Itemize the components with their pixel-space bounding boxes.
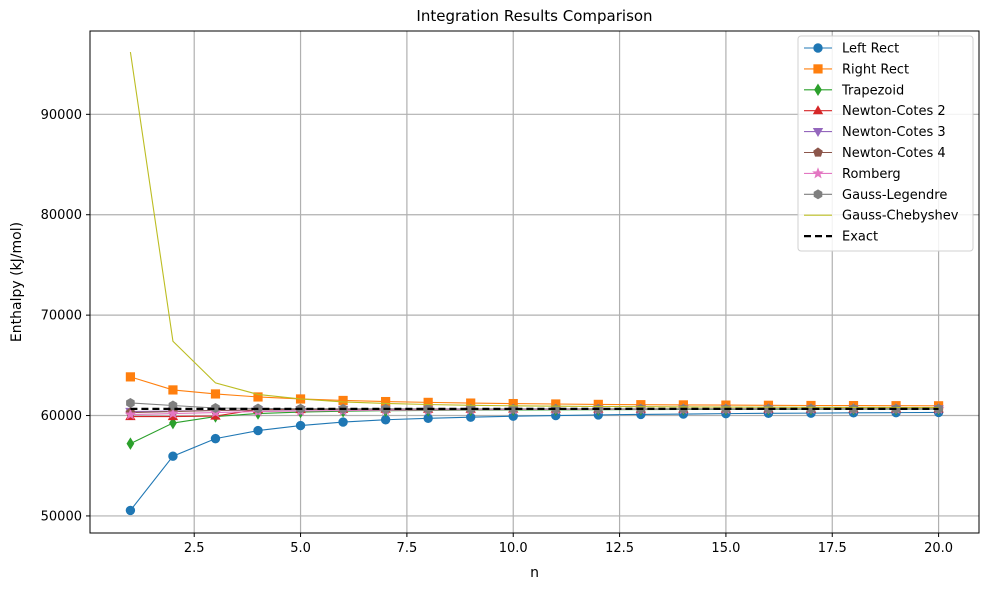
- y-tick-label: 70000: [41, 309, 82, 324]
- legend-label: Left Rect: [842, 42, 899, 57]
- legend-entry: Newton-Cotes 3: [804, 125, 946, 140]
- legend-marker: [813, 189, 823, 200]
- data-point: [338, 395, 348, 406]
- legend-label: Exact: [842, 230, 878, 245]
- legend-label: Newton-Cotes 4: [842, 146, 946, 161]
- legend-entry: Romberg: [804, 167, 901, 182]
- legend-box: [797, 35, 974, 252]
- legend-entry: Right Rect: [804, 62, 909, 77]
- series-line: [130, 376, 939, 407]
- data-point: [338, 417, 348, 427]
- legend-entry: Newton-Cotes 2: [804, 104, 946, 119]
- legend-label: Gauss-Chebyshev: [842, 209, 959, 224]
- y-tick-label: 90000: [41, 108, 82, 123]
- data-point: [253, 392, 263, 402]
- y-tick-label: 50000: [41, 509, 82, 524]
- data-point: [168, 451, 178, 461]
- data-point: [168, 385, 178, 395]
- legend-label: Trapezoid: [841, 83, 904, 98]
- data-point: [295, 420, 306, 431]
- data-point: [125, 372, 136, 382]
- legend-label: Romberg: [842, 167, 901, 182]
- legend: Left Rect Right Rect Trapezoid Newton-Cotes…: [797, 35, 974, 252]
- legend-marker: [812, 105, 824, 115]
- legend-entry: Gauss-Legendre: [804, 188, 947, 203]
- x-tick-label: 17.5: [818, 541, 847, 556]
- data-point: [508, 403, 518, 414]
- data-point: [126, 398, 135, 408]
- x-tick-label: 5.0: [290, 541, 311, 556]
- data-point: [168, 400, 178, 411]
- x-tick-label: 12.5: [605, 541, 634, 556]
- x-tick-label: 20.0: [924, 541, 953, 556]
- x-tick-label: 7.5: [397, 541, 418, 556]
- legend-entry: Gauss-Chebyshev: [804, 209, 959, 224]
- legend-marker: [813, 43, 823, 53]
- y-tick-label: 60000: [41, 409, 82, 424]
- data-point: [466, 403, 475, 414]
- series-line: [129, 411, 939, 511]
- data-point: [210, 389, 221, 399]
- data-point: [806, 403, 816, 414]
- data-point: [124, 408, 137, 420]
- x-tick-label: 2.5: [184, 541, 205, 556]
- legend-label: Newton-Cotes 3: [842, 125, 946, 140]
- chart-title: Integration Results Comparison: [416, 7, 652, 25]
- series-gauss-chebyshev: [129, 51, 939, 409]
- legend-label: Right Rect: [842, 62, 909, 77]
- legend-entry: Exact: [804, 230, 878, 245]
- y-tick-label: 80000: [41, 208, 82, 223]
- data-point: [125, 505, 136, 516]
- x-tick-label: 15.0: [711, 541, 740, 556]
- data-point: [167, 407, 179, 419]
- series-line: [129, 51, 939, 409]
- x-tick-label: 10.0: [499, 541, 528, 556]
- legend-label: Gauss-Legendre: [842, 188, 947, 203]
- legend-marker: [814, 83, 822, 97]
- legend-marker: [813, 64, 823, 74]
- data-point: [126, 437, 135, 450]
- legend-marker: [812, 127, 824, 138]
- legend-marker: [812, 167, 824, 179]
- series-layer: [124, 51, 945, 516]
- data-point: [169, 416, 177, 430]
- legend-entry: Trapezoid: [804, 83, 904, 98]
- x-axis-label: n: [530, 565, 539, 581]
- legend-entry: Newton-Cotes 4: [804, 146, 946, 161]
- axis-ticks: 2.5 5.0 7.5 10.0 12.5 15.0 17.5 20.0 50000 60000 7…: [41, 108, 953, 556]
- legend-label: Newton-Cotes 2: [842, 104, 946, 119]
- data-point: [849, 403, 858, 414]
- plot-area-frame: [89, 30, 980, 534]
- data-point: [253, 425, 263, 436]
- y-axis-label: Enthalpy (kJ/mol): [9, 222, 25, 342]
- data-point: [210, 433, 221, 444]
- data-point: [211, 403, 220, 413]
- legend-entry: Left Rect: [804, 42, 899, 57]
- legend-marker: [813, 147, 823, 157]
